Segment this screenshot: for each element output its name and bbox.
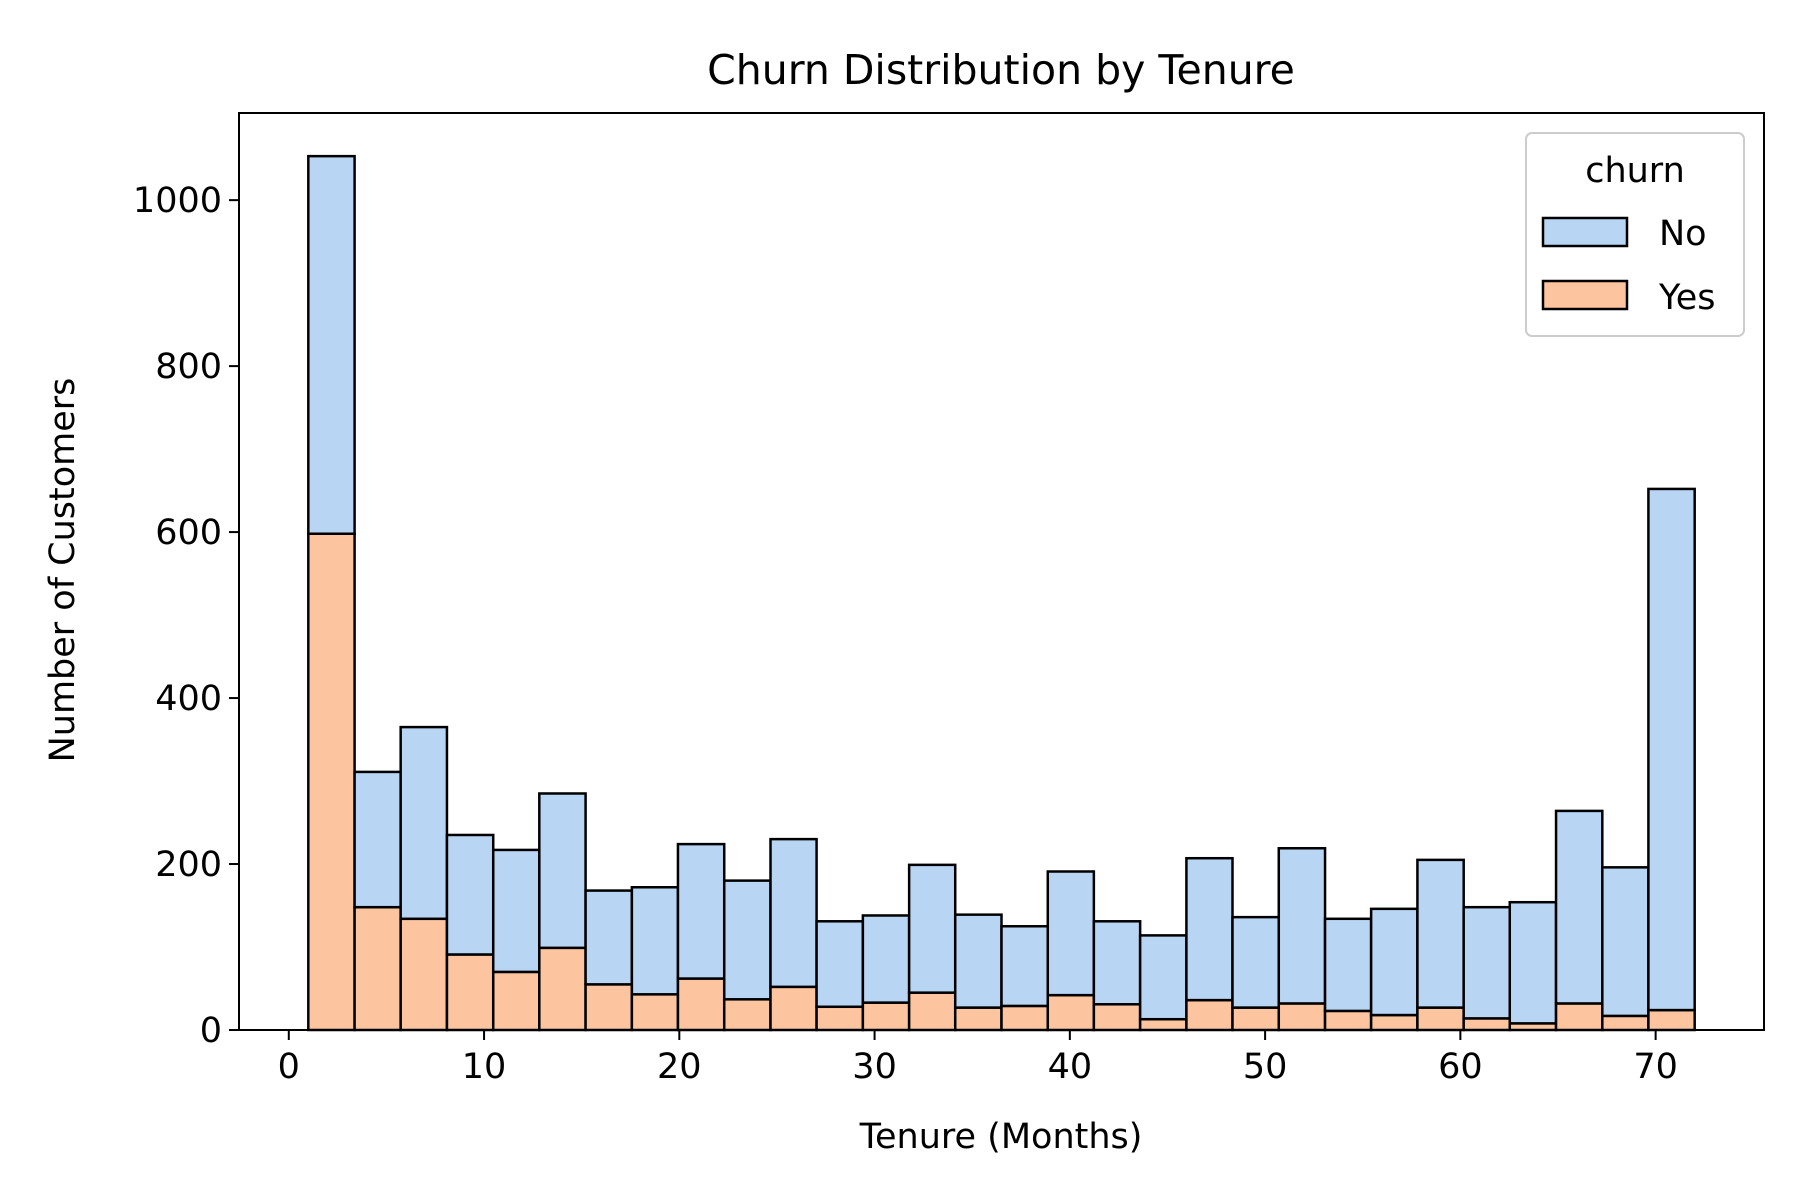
bar-yes: [953, 1006, 1003, 1032]
legend: churn No Yes: [1525, 132, 1745, 337]
bar-yes: [1462, 1017, 1512, 1032]
bar-no: [307, 154, 356, 535]
plot-frame: [238, 112, 1765, 1031]
bar-yes: [1369, 1013, 1419, 1032]
bar-yes: [861, 1001, 911, 1032]
legend-swatch-yes: [1541, 279, 1629, 311]
bar-yes: [307, 532, 356, 1032]
bar-no: [445, 833, 495, 956]
bar-yes: [538, 946, 587, 1032]
bar-yes: [1138, 1017, 1188, 1032]
bar-yes: [1000, 1004, 1050, 1032]
bar-no: [1277, 847, 1327, 1005]
bar-no: [1647, 487, 1696, 1012]
bar-no: [1508, 900, 1558, 1025]
bar-no: [722, 879, 772, 1001]
bar-no: [1000, 925, 1050, 1008]
y-tick-label: 600: [155, 513, 222, 553]
bar-yes: [1092, 1003, 1142, 1032]
x-tick-label: 60: [1438, 1047, 1483, 1087]
x-tick-label: 50: [1243, 1047, 1288, 1087]
legend-title: churn: [1585, 151, 1685, 191]
bar-no: [676, 842, 726, 980]
y-tick-label: 800: [155, 347, 222, 387]
bar-no: [1601, 866, 1650, 1018]
y-tick-label: 200: [155, 845, 222, 885]
bar-no: [353, 770, 402, 909]
bar-yes: [353, 905, 402, 1032]
legend-label-yes: Yes: [1658, 278, 1716, 318]
bar-no: [399, 725, 449, 921]
bar-yes: [1231, 1006, 1281, 1032]
bar-no: [1046, 870, 1096, 997]
legend-label-no: No: [1659, 214, 1707, 254]
y-tick-label: 400: [155, 679, 222, 719]
y-tick-label: 0: [200, 1011, 222, 1051]
bar-no: [1092, 920, 1142, 1006]
bar-yes: [399, 917, 449, 1032]
bar-yes: [907, 991, 957, 1032]
bar-yes: [1554, 1002, 1604, 1032]
bar-no: [953, 913, 1003, 1009]
bar-no: [769, 837, 818, 989]
bar-yes: [676, 977, 726, 1032]
bar-no: [1369, 907, 1419, 1017]
bar-no: [1231, 915, 1281, 1009]
bar-no: [1554, 809, 1604, 1005]
bar-yes: [630, 993, 680, 1032]
x-tick-label: 20: [657, 1047, 702, 1087]
bar-no: [1416, 858, 1465, 1009]
x-tick-label: 40: [1048, 1047, 1093, 1087]
x-axis: 0 10 20 30 40 50 60 70: [278, 1030, 1678, 1087]
bar-yes: [1323, 1009, 1373, 1032]
y-axis-label: Number of Customers: [43, 378, 83, 763]
x-tick-label: 30: [852, 1047, 897, 1087]
bar-no: [630, 886, 680, 996]
bar-no: [491, 848, 541, 974]
legend-swatch-no: [1541, 216, 1629, 248]
bar-yes: [1601, 1014, 1650, 1032]
bar-yes: [1185, 998, 1234, 1032]
bar-no: [907, 863, 957, 994]
y-axis: 0 200 400 600 800 1000: [133, 181, 239, 1051]
bar-no: [1138, 934, 1188, 1021]
bar-no: [1462, 905, 1512, 1020]
bar-yes: [584, 983, 634, 1032]
bar-yes: [1647, 1008, 1696, 1032]
bar-yes: [491, 970, 541, 1032]
bar-no: [861, 914, 911, 1004]
bar-no: [815, 920, 865, 1009]
bar-yes: [815, 1005, 865, 1032]
x-tick-label: 0: [278, 1047, 300, 1087]
bars-group: [307, 154, 1696, 1032]
bar-no: [1323, 917, 1373, 1013]
x-tick-label: 10: [462, 1047, 507, 1087]
x-axis-label: Tenure (Months): [859, 1117, 1143, 1157]
bar-no: [538, 792, 587, 950]
bar-yes: [1046, 993, 1096, 1032]
bar-yes: [445, 953, 495, 1032]
chart-title: Churn Distribution by Tenure: [707, 46, 1295, 94]
y-tick-label: 1000: [133, 181, 222, 221]
x-tick-label: 70: [1633, 1047, 1678, 1087]
bar-yes: [722, 998, 772, 1032]
bar-yes: [1416, 1006, 1465, 1032]
bar-no: [1185, 856, 1234, 1002]
bar-no: [584, 889, 634, 986]
bar-yes: [769, 985, 818, 1032]
bar-yes: [1277, 1002, 1327, 1032]
